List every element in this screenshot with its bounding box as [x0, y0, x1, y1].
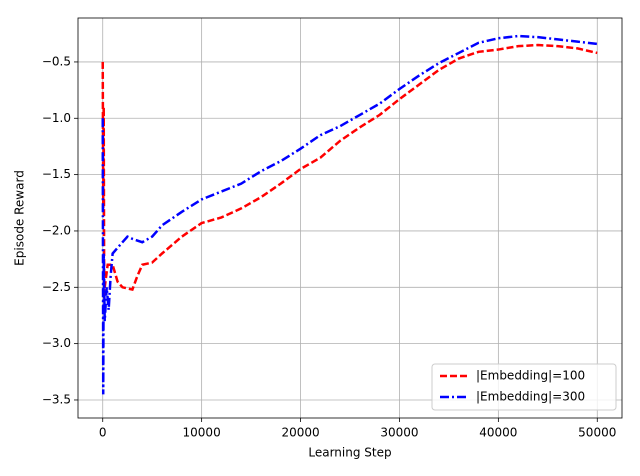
- x-tick-label: 50000: [578, 426, 616, 440]
- legend-box: [431, 363, 617, 411]
- y-tick-label: −2.0: [42, 223, 71, 237]
- x-tick-label: 20000: [281, 426, 319, 440]
- x-tick-label: 30000: [380, 426, 418, 440]
- y-tick-label: −3.5: [42, 392, 71, 406]
- y-tick-label: −1.5: [42, 167, 71, 181]
- legend: |Embedding|=100 |Embedding|=300: [431, 363, 617, 411]
- y-tick-label: −1.0: [42, 111, 71, 125]
- y-tick-label: −2.5: [42, 280, 71, 294]
- x-tick-label: 0: [99, 426, 107, 440]
- x-tick-label: 10000: [183, 426, 221, 440]
- series-line: [101, 43, 598, 299]
- y-axis-label: Episode Reward: [13, 170, 27, 266]
- plot-frame: [77, 17, 623, 419]
- x-tick-label: 40000: [479, 426, 517, 440]
- y-tick-label: −0.5: [42, 54, 71, 68]
- series-line: [101, 34, 598, 395]
- x-axis-label: Learning Step: [308, 446, 391, 460]
- y-tick-label: −3.0: [42, 336, 71, 350]
- legend-label: |Embedding|=300: [476, 390, 585, 404]
- legend-label: |Embedding|=100: [476, 369, 585, 383]
